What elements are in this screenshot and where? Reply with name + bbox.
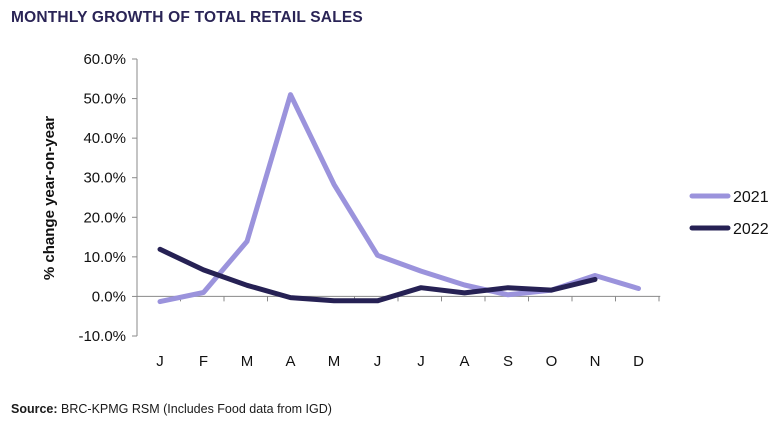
y-tick-label: 60.0% [83, 51, 126, 68]
x-tick-label: N [590, 353, 601, 370]
y-tick-label: -10.0% [78, 328, 126, 345]
y-tick-label: 20.0% [83, 209, 126, 226]
x-tick-label: M [328, 353, 341, 370]
x-tick-label: A [459, 353, 469, 370]
legend-label-2021: 2021 [733, 189, 769, 206]
x-tick-label: O [546, 353, 558, 370]
x-tick-label: A [285, 353, 295, 370]
y-tick-label: 50.0% [83, 91, 126, 108]
x-tick-label: D [633, 353, 644, 370]
source-label: Source: [11, 402, 58, 416]
x-tick-label: S [503, 353, 513, 370]
series-line-2021 [157, 92, 641, 305]
source-note: Source: BRC-KPMG RSM (Includes Food data… [11, 402, 332, 416]
y-tick-label: 40.0% [83, 130, 126, 147]
y-tick-label: 10.0% [83, 249, 126, 266]
y-axis-label: % change year-on-year [41, 116, 58, 280]
source-text: BRC-KPMG RSM (Includes Food data from IG… [57, 402, 332, 416]
x-tick-label: J [374, 353, 382, 370]
y-tick-label: 30.0% [83, 170, 126, 187]
y-tick-label: 0.0% [92, 288, 126, 305]
series-lines [157, 92, 641, 305]
y-axis: -10.0% 0.0% 10.0% 20.0% 30.0% 40.0% 50.0% 60.0% [78, 51, 138, 345]
x-tick-label: M [241, 353, 254, 370]
legend-label-2022: 2022 [733, 221, 769, 238]
x-tick-label: F [199, 353, 208, 370]
x-tick-label: J [417, 353, 425, 370]
chart-title: MONTHLY GROWTH OF TOTAL RETAIL SALES [11, 9, 363, 26]
legend: 2021 2022 [689, 189, 769, 238]
x-tick-label: J [156, 353, 164, 370]
